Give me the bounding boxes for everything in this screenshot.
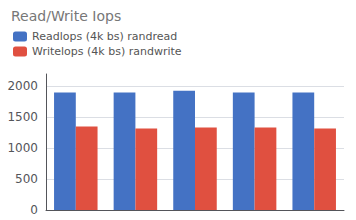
svg-text:Read/Write Iops: Read/Write Iops — [11, 8, 121, 24]
svg-text:Readlops (4k bs) randread: Readlops (4k bs) randread — [32, 30, 177, 43]
svg-text:Writelops (4k bs) randwrite: Writelops (4k bs) randwrite — [32, 45, 182, 58]
svg-text:0: 0 — [30, 203, 38, 217]
svg-text:1000: 1000 — [7, 141, 38, 155]
svg-text:2000: 2000 — [7, 79, 38, 93]
svg-text:500: 500 — [15, 172, 38, 186]
svg-text:1500: 1500 — [7, 110, 38, 124]
